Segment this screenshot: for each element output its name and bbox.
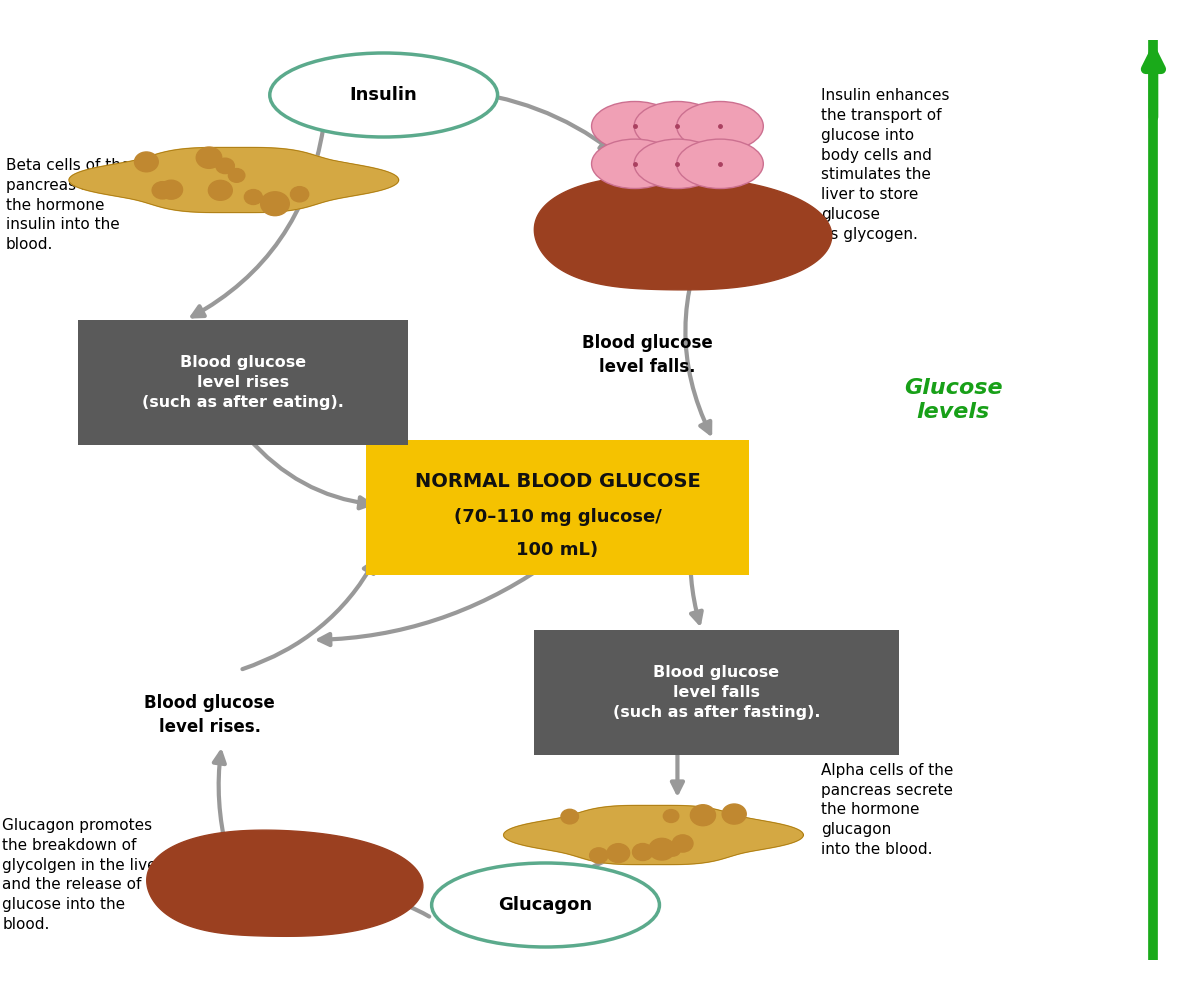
Circle shape: [665, 844, 680, 856]
Circle shape: [152, 182, 173, 199]
Text: Blood glucose
level rises.: Blood glucose level rises.: [144, 694, 276, 736]
Circle shape: [561, 809, 578, 824]
Text: Beta cells of the
pancreas secrete
the hormone
insulin into the
blood.: Beta cells of the pancreas secrete the h…: [6, 158, 138, 252]
Circle shape: [691, 805, 716, 826]
Text: Insulin: Insulin: [350, 86, 417, 104]
Text: Alpha cells of the
pancreas secrete
the hormone
glucagon
into the blood.: Alpha cells of the pancreas secrete the …: [821, 763, 953, 857]
Circle shape: [159, 180, 182, 199]
Circle shape: [197, 147, 222, 168]
Text: 100 mL): 100 mL): [517, 541, 598, 559]
Text: Blood glucose
level falls
(such as after fasting).: Blood glucose level falls (such as after…: [613, 665, 820, 720]
Ellipse shape: [270, 53, 498, 137]
Circle shape: [722, 804, 746, 824]
Ellipse shape: [591, 101, 679, 151]
Circle shape: [290, 187, 308, 202]
Polygon shape: [70, 147, 398, 213]
Text: Glucagon: Glucagon: [499, 896, 592, 914]
Polygon shape: [146, 830, 423, 936]
FancyBboxPatch shape: [534, 630, 899, 755]
FancyBboxPatch shape: [78, 320, 408, 445]
Circle shape: [649, 838, 675, 860]
FancyBboxPatch shape: [366, 440, 749, 575]
Circle shape: [607, 844, 629, 863]
Polygon shape: [504, 805, 803, 865]
Ellipse shape: [634, 101, 721, 151]
Circle shape: [228, 169, 245, 182]
Circle shape: [134, 152, 158, 172]
Circle shape: [590, 848, 608, 863]
Polygon shape: [535, 176, 832, 290]
Text: Glucose
levels: Glucose levels: [904, 378, 1002, 422]
Circle shape: [260, 192, 289, 216]
Text: NORMAL BLOOD GLUCOSE: NORMAL BLOOD GLUCOSE: [415, 472, 700, 491]
Circle shape: [209, 180, 233, 200]
Ellipse shape: [676, 139, 764, 189]
Circle shape: [633, 844, 652, 860]
Circle shape: [245, 190, 263, 204]
Text: Blood glucose
level falls.: Blood glucose level falls.: [582, 334, 712, 376]
Ellipse shape: [676, 101, 764, 151]
Text: Blood glucose
level rises
(such as after eating).: Blood glucose level rises (such as after…: [141, 355, 344, 410]
Circle shape: [673, 835, 693, 852]
Text: Glucagon promotes
the breakdown of
glycolgen in the liver
and the release of
glu: Glucagon promotes the breakdown of glyco…: [2, 818, 163, 932]
Circle shape: [216, 158, 234, 174]
Circle shape: [663, 810, 679, 822]
Text: (70–110 mg glucose/: (70–110 mg glucose/: [453, 508, 662, 526]
Ellipse shape: [432, 863, 659, 947]
Text: Insulin enhances
the transport of
glucose into
body cells and
stimulates the
liv: Insulin enhances the transport of glucos…: [821, 88, 950, 242]
Ellipse shape: [591, 139, 679, 189]
Ellipse shape: [634, 139, 721, 189]
